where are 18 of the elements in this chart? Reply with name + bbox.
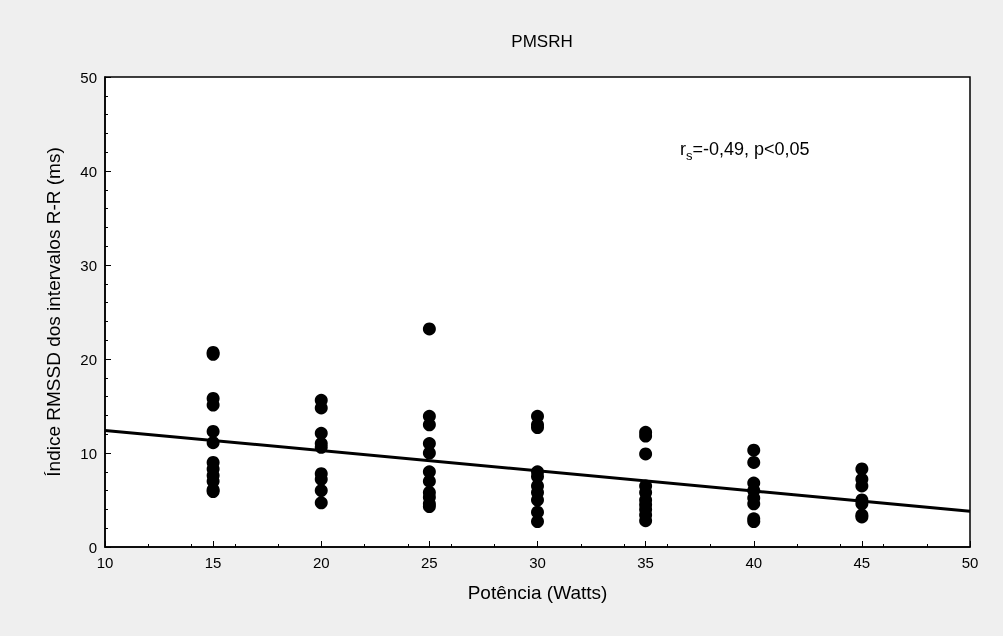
x-tick-label: 50 xyxy=(961,554,979,571)
x-tick-label: 10 xyxy=(96,554,114,571)
x-tick-label: 45 xyxy=(853,554,871,571)
chart-title: PMSRH xyxy=(511,32,573,51)
y-tick-label: 10 xyxy=(80,444,97,462)
y-tick-label: 40 xyxy=(80,162,97,180)
x-tick-label: 35 xyxy=(637,554,654,571)
x-tick-label: 25 xyxy=(421,554,438,571)
x-axis-title: Potência (Watts) xyxy=(467,582,608,603)
y-tick-label: 0 xyxy=(88,538,97,556)
y-tick-label: 50 xyxy=(80,68,97,86)
x-tick-label: 20 xyxy=(312,554,330,571)
x-tick-label: 40 xyxy=(745,554,763,571)
y-tick-label: 20 xyxy=(80,350,97,368)
x-tick-label: 30 xyxy=(529,554,546,571)
y-tick-label: 30 xyxy=(80,256,97,274)
y-axis-title: Índice RMSSD dos intervalos R-R (ms) xyxy=(43,147,64,477)
x-tick-label: 15 xyxy=(204,554,222,571)
